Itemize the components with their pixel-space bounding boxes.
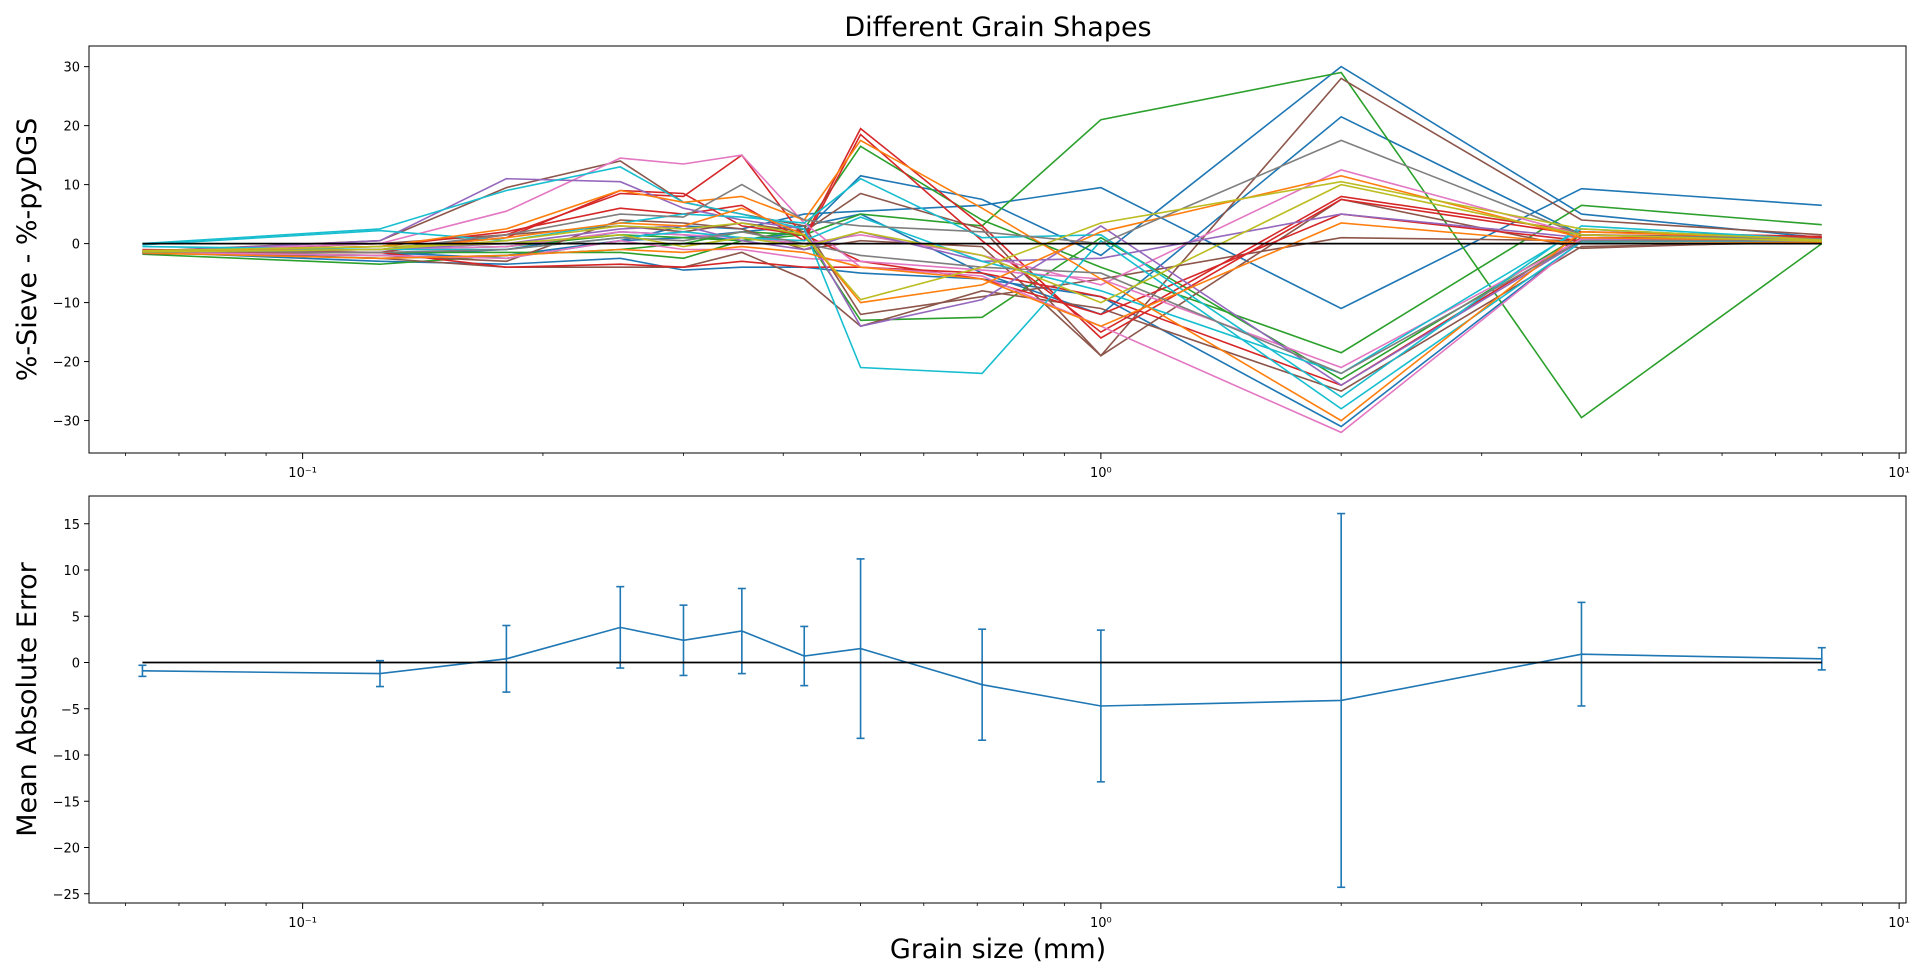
y-tick-label: 0 — [72, 657, 80, 672]
series-line — [142, 177, 1822, 387]
series-line — [142, 222, 1822, 328]
x-tick-label: 10⁻¹ — [288, 466, 317, 481]
series-line — [142, 238, 1822, 369]
y-tick-label: 10 — [63, 564, 80, 579]
series-line — [142, 177, 1822, 398]
y-axis-label: %-Sieve - %-pyDGS — [12, 118, 43, 382]
series-line — [142, 77, 1822, 357]
y-tick-label: 30 — [63, 61, 80, 76]
series-line — [142, 198, 1822, 357]
bottom-panel: −25 −20 −15 −10 −5 0 5 10 15 10⁻¹ 10⁰ 10¹ Mean Absol… — [12, 495, 1910, 931]
y-tick-label: 20 — [63, 120, 80, 135]
y-tick-label: −5 — [61, 703, 80, 718]
chart-title: Different Grain Shapes — [844, 12, 1151, 43]
x-tick-label: 10⁰ — [1090, 916, 1112, 931]
y-tick-label: −10 — [53, 749, 80, 764]
y-tick-label: −25 — [53, 888, 80, 903]
top-panel: −30 −20 −10 0 10 20 30 10⁻¹ 10⁰ 10¹ %-Sieve - %-py… — [12, 45, 1910, 481]
axes-frame — [88, 495, 1907, 904]
y-tick-label: 15 — [63, 518, 80, 533]
x-axis-label: Grain size (mm) — [890, 934, 1106, 965]
x-tick-label: 10⁰ — [1090, 466, 1112, 481]
y-axis-label: Mean Absolute Error — [12, 561, 43, 836]
series-line — [142, 166, 1822, 410]
y-tick-label: −20 — [53, 356, 80, 371]
y-tick-label: −30 — [53, 415, 80, 430]
series-line — [142, 180, 1822, 301]
series-line — [142, 154, 1822, 434]
axes-frame — [88, 45, 1907, 454]
series-line — [142, 139, 1822, 422]
series-line — [142, 160, 1822, 316]
y-tick-label: 0 — [72, 238, 80, 253]
x-tick-label: 10¹ — [1888, 916, 1910, 931]
x-tick-label: 10⁻¹ — [288, 916, 317, 931]
y-tick-label: −10 — [53, 297, 80, 312]
y-tick-label: 5 — [72, 610, 80, 625]
y-tick-label: −15 — [53, 795, 80, 810]
x-tick-label: 10¹ — [1888, 466, 1910, 481]
y-tick-label: −20 — [53, 842, 80, 857]
series-line — [142, 139, 1822, 254]
y-tick-label: 10 — [63, 179, 80, 194]
